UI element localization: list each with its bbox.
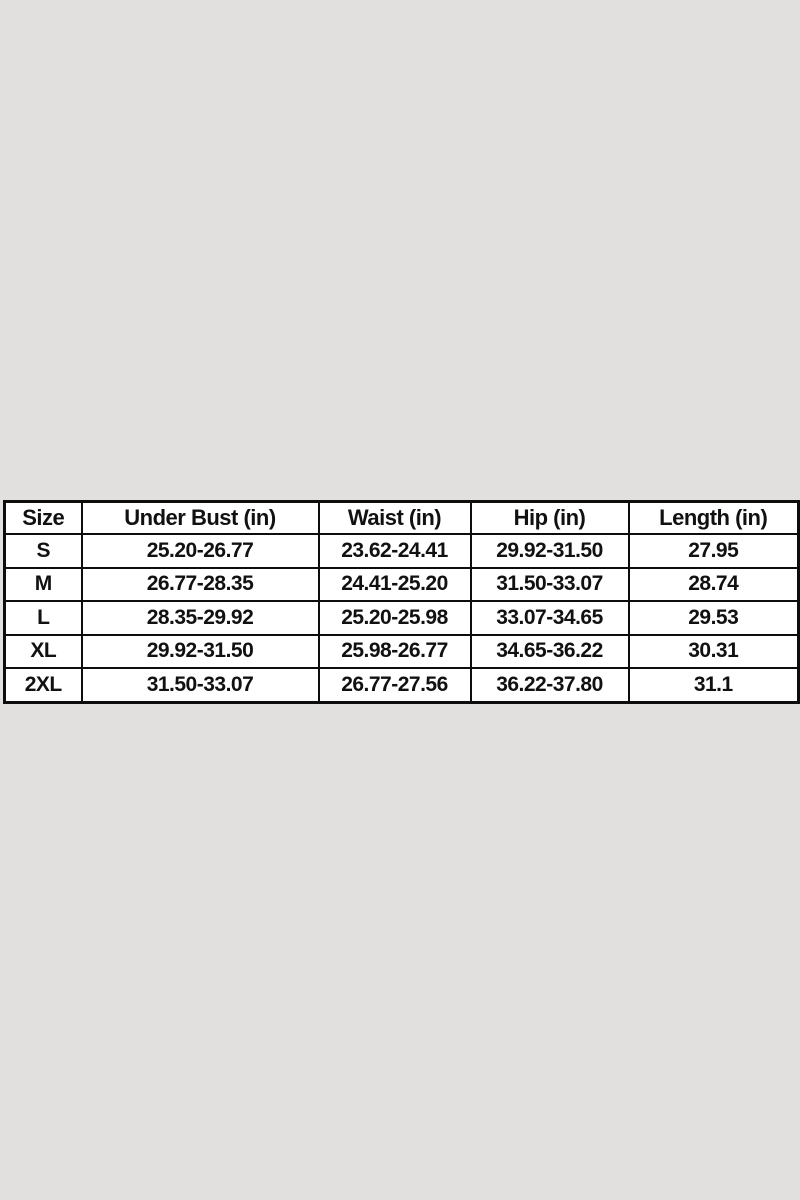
- length-cell: 28.74: [627, 566, 800, 602]
- hip-cell: 33.07-34.65: [469, 600, 630, 636]
- length-cell: 27.95: [627, 533, 800, 569]
- header-row: Size Under Bust (in) Waist (in) Hip (in)…: [3, 500, 800, 535]
- size-cell: L: [3, 600, 83, 636]
- table-row-m: M 26.77-28.35 24.41-25.20 31.50-33.07 28…: [3, 566, 800, 602]
- size-chart: Size Under Bust (in) Waist (in) Hip (in)…: [3, 500, 800, 704]
- hip-cell: 36.22-37.80: [469, 667, 630, 703]
- length-cell: 29.53: [627, 600, 800, 636]
- size-cell: 2XL: [3, 667, 83, 703]
- table-row-s: S 25.20-26.77 23.62-24.41 29.92-31.50 27…: [3, 533, 800, 569]
- size-cell: S: [3, 533, 83, 569]
- table-row-l: L 28.35-29.92 25.20-25.98 33.07-34.65 29…: [3, 600, 800, 636]
- size-chart-table: Size Under Bust (in) Waist (in) Hip (in)…: [3, 500, 800, 704]
- column-header-hip: Hip (in): [469, 500, 630, 535]
- table-row-2xl: 2XL 31.50-33.07 26.77-27.56 36.22-37.80 …: [3, 667, 800, 703]
- column-header-length: Length (in): [627, 500, 800, 535]
- waist-cell: 24.41-25.20: [317, 566, 472, 602]
- length-cell: 31.1: [627, 667, 800, 703]
- waist-cell: 23.62-24.41: [317, 533, 472, 569]
- hip-cell: 31.50-33.07: [469, 566, 630, 602]
- under-bust-cell: 26.77-28.35: [80, 566, 320, 602]
- hip-cell: 34.65-36.22: [469, 633, 630, 669]
- hip-cell: 29.92-31.50: [469, 533, 630, 569]
- column-header-waist: Waist (in): [317, 500, 472, 535]
- waist-cell: 25.20-25.98: [317, 600, 472, 636]
- table-row-xl: XL 29.92-31.50 25.98-26.77 34.65-36.22 3…: [3, 633, 800, 669]
- under-bust-cell: 28.35-29.92: [80, 600, 320, 636]
- under-bust-cell: 25.20-26.77: [80, 533, 320, 569]
- size-cell: XL: [3, 633, 83, 669]
- size-cell: M: [3, 566, 83, 602]
- waist-cell: 26.77-27.56: [317, 667, 472, 703]
- waist-cell: 25.98-26.77: [317, 633, 472, 669]
- length-cell: 30.31: [627, 633, 800, 669]
- column-header-under-bust: Under Bust (in): [80, 500, 320, 535]
- under-bust-cell: 31.50-33.07: [80, 667, 320, 703]
- column-header-size: Size: [3, 500, 83, 535]
- under-bust-cell: 29.92-31.50: [80, 633, 320, 669]
